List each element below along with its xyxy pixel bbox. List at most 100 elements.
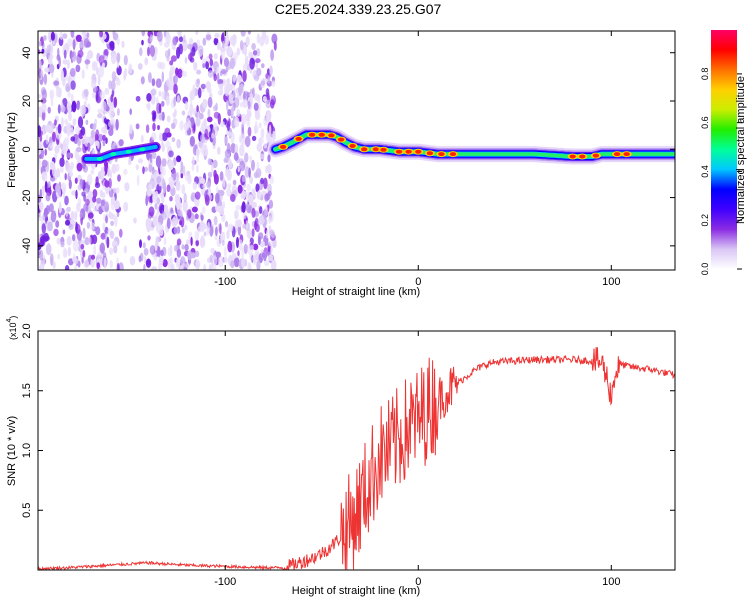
spectrogram-noise-speck [156, 31, 163, 42]
spectrogram-noise-speck [208, 263, 212, 270]
spectrogram-noise-speck [249, 92, 253, 100]
spectrogram-noise-speck [252, 191, 256, 197]
spectrogram-noise-speck [94, 140, 99, 146]
spectrogram-noise-speck [270, 99, 275, 109]
spectrogram-noise-speck [147, 46, 150, 57]
spectrogram-noise-speck [205, 31, 212, 42]
spectrogram-noise-speck [266, 229, 269, 239]
spectrogram-noise-speck [264, 193, 270, 202]
spectrogram-noise-speck [105, 215, 108, 224]
snr-y-tick-label: 0.5 [21, 503, 33, 518]
spectrogram-hotspot-core [295, 136, 302, 141]
spectrogram-noise-speck [233, 75, 236, 82]
spectrogram-noise-speck [245, 36, 250, 46]
spectrogram-noise-speck [239, 160, 246, 172]
spectrogram-noise-speck [97, 108, 104, 114]
spectrogram-noise-speck [182, 165, 186, 177]
spectrogram-noise-speck [230, 260, 235, 269]
spectrogram-noise-speck [201, 206, 206, 214]
spectrogram-noise-speck [202, 144, 208, 157]
spectrogram-ridge-layer [81, 126, 675, 165]
spectrogram-noise-speck [176, 238, 182, 246]
spectrogram-noise-speck [47, 31, 51, 41]
spectrogram-noise-speck [138, 255, 142, 263]
spectrogram-noise-speck [268, 215, 272, 224]
spectrogram-noise-speck [100, 172, 105, 181]
spectrogram-noise-speck [49, 142, 54, 150]
spectrogram-noise-speck [161, 158, 167, 167]
spectrogram-noise-speck [68, 106, 72, 119]
spectrogram-noise-speck [139, 47, 143, 57]
spectrogram-noise-speck [105, 137, 108, 145]
spectrogram-noise-speck [47, 221, 53, 232]
spectrogram-x-axis-label: Height of straight line (km) [292, 286, 420, 298]
spectrogram-noise-speck [181, 244, 185, 250]
spectrogram-noise-speck [175, 67, 179, 76]
spectrogram-noise-speck [74, 177, 78, 184]
spectrogram-noise-speck [177, 31, 182, 38]
spectrogram-noise-speck [195, 259, 200, 270]
spectrogram-noise-speck [161, 212, 167, 221]
spectrogram-noise-speck [84, 59, 91, 65]
spectrogram-noise-speck [158, 132, 163, 142]
spectrogram-x-tick-label: 100 [602, 276, 620, 288]
spectrogram-noise-speck [267, 154, 271, 163]
spectrogram-noise-speck [70, 51, 75, 58]
spectrogram-noise-speck [244, 166, 250, 178]
spectrogram-noise-speck [41, 103, 47, 113]
spectrogram-noise-speck [195, 239, 199, 247]
spectrogram-noise-speck [106, 236, 110, 249]
spectrogram-noise-speck [268, 199, 274, 209]
spectrogram-noise-speck [109, 106, 115, 119]
snr-line-layer [38, 347, 675, 570]
spectrogram-noise-speck [189, 136, 195, 147]
spectrogram-noise-speck [38, 160, 42, 170]
spectrogram-noise-speck [222, 177, 226, 188]
spectrogram-noise-speck [183, 224, 188, 231]
spectrogram-noise-speck [65, 83, 70, 93]
spectrogram-noise-speck [202, 37, 207, 46]
spectrogram-noise-speck [47, 56, 53, 65]
spectrogram-y-tick-label: 40 [21, 47, 33, 59]
spectrogram-noise-speck [102, 134, 106, 141]
snr-multiplier-exponent: 4 [6, 318, 13, 322]
spectrogram-noise-speck [256, 260, 261, 270]
spectrogram-noise-speck [167, 48, 171, 57]
spectrogram-noise-speck [240, 31, 246, 37]
spectrogram-noise-speck [75, 34, 82, 42]
spectrogram-noise-speck [148, 206, 155, 217]
spectrogram-noise-speck [199, 177, 206, 184]
spectrogram-noise-speck [136, 174, 140, 186]
spectrogram-noise-speck [253, 102, 259, 112]
spectrogram-noise-speck [236, 74, 242, 84]
spectrogram-noise-speck [108, 80, 112, 90]
spectrogram-noise-speck [176, 138, 181, 149]
spectrogram-noise-speck [59, 166, 64, 173]
spectrogram-noise-speck [194, 191, 201, 200]
spectrogram-noise-speck [87, 173, 93, 186]
spectrogram-noise-speck [179, 220, 183, 226]
spectrogram-noise-speck [239, 144, 245, 157]
spectrogram-noise-speck [208, 131, 212, 138]
spectrogram-noise-speck [181, 110, 186, 116]
spectrogram-noise-speck [195, 117, 201, 127]
spectrogram-noise-speck [244, 55, 249, 67]
spectrogram-noise-speck [271, 80, 276, 87]
spectrogram-noise-speck [211, 161, 214, 174]
spectrogram-noise-speck [62, 247, 67, 258]
spectrogram-noise-speck [158, 103, 162, 114]
spectrogram-noise-speck [270, 49, 274, 61]
spectrogram-noise-speck [237, 250, 240, 256]
spectrogram-noise-speck [110, 195, 116, 206]
spectrogram-noise-speck [196, 164, 199, 173]
spectrogram-hotspot-core [405, 149, 412, 154]
spectrogram-noise-speck [67, 38, 73, 48]
spectrogram-noise-speck [145, 195, 149, 207]
spectrogram-noise-speck [110, 52, 117, 65]
spectrogram-noise-speck [232, 88, 237, 99]
spectrogram-noise-speck [82, 249, 86, 258]
spectrogram-noise-speck [196, 153, 199, 163]
spectrogram-noise-speck [220, 48, 225, 60]
spectrogram-noise-speck [38, 211, 41, 218]
spectrogram-noise-speck [77, 197, 82, 207]
